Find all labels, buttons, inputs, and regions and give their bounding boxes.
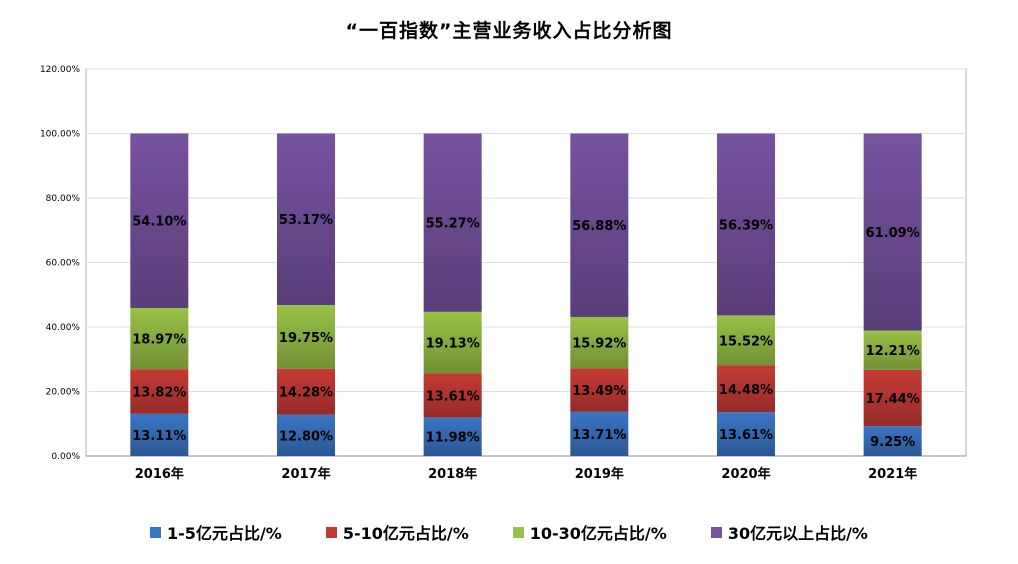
x-tick-label: 2017年 bbox=[281, 466, 330, 482]
y-tick-label: 60.00% bbox=[46, 259, 81, 269]
data-label: 13.49% bbox=[572, 384, 626, 399]
data-label: 19.75% bbox=[279, 331, 333, 346]
bar-shade bbox=[863, 330, 922, 370]
x-tick-label: 2016年 bbox=[135, 466, 184, 482]
legend-label: 10-30亿元占比/% bbox=[529, 524, 667, 543]
bar-shade bbox=[863, 426, 922, 456]
legend-label: 30亿元以上占比/% bbox=[727, 524, 868, 543]
data-label: 17.44% bbox=[866, 392, 920, 407]
data-label: 9.25% bbox=[870, 435, 915, 450]
bar-shade bbox=[570, 316, 629, 369]
x-tick-label: 2020年 bbox=[721, 466, 770, 482]
legend: 1-5亿元占比/% 5-10亿元占比/% 10-30亿元占比/% 30亿元以上占比/% bbox=[0, 520, 1018, 544]
data-label: 13.71% bbox=[572, 428, 626, 443]
legend-swatch bbox=[710, 526, 722, 538]
bar-shade bbox=[717, 133, 775, 316]
x-tick-label: 2021年 bbox=[868, 466, 917, 482]
data-label: 14.48% bbox=[719, 383, 773, 398]
y-tick-label: 120.00% bbox=[40, 65, 80, 75]
data-label: 12.21% bbox=[866, 344, 920, 359]
data-label: 11.98% bbox=[426, 431, 480, 446]
data-label: 61.09% bbox=[866, 226, 920, 241]
legend-swatch bbox=[150, 526, 162, 538]
legend-swatch bbox=[512, 526, 524, 538]
bar-shade bbox=[130, 307, 189, 370]
data-label: 53.17% bbox=[279, 213, 333, 228]
bar-shade bbox=[277, 133, 335, 305]
data-label: 55.27% bbox=[426, 217, 480, 232]
x-tick-label: 2018年 bbox=[428, 466, 477, 482]
bar-shade bbox=[717, 365, 775, 413]
bar-shade bbox=[570, 133, 629, 317]
bar-shade bbox=[277, 304, 335, 369]
legend-label: 1-5亿元占比/% bbox=[167, 524, 282, 543]
bar-shade bbox=[717, 412, 775, 456]
data-label: 54.10% bbox=[132, 215, 186, 230]
legend-item: 30亿元以上占比/% bbox=[710, 520, 868, 544]
bar-shade bbox=[130, 413, 189, 456]
y-tick-label: 40.00% bbox=[46, 323, 81, 333]
data-label: 13.61% bbox=[426, 389, 480, 404]
data-label: 15.52% bbox=[719, 334, 773, 349]
chart-title: “一百指数”主营业务收入占比分析图 bbox=[345, 20, 673, 42]
y-tick-label: 0.00% bbox=[51, 452, 80, 462]
data-label: 56.39% bbox=[719, 218, 773, 233]
bar-shade bbox=[863, 133, 922, 331]
data-label: 13.11% bbox=[132, 429, 186, 444]
data-label: 13.82% bbox=[132, 385, 186, 400]
bar-shade bbox=[717, 315, 775, 366]
bar-shade bbox=[130, 133, 189, 308]
bar-shade bbox=[277, 414, 335, 456]
bar-shade bbox=[570, 411, 629, 456]
bar-shade bbox=[863, 369, 922, 427]
bar-shade bbox=[423, 311, 482, 374]
bar-shade bbox=[423, 373, 482, 418]
y-tick-label: 80.00% bbox=[46, 194, 81, 204]
x-tick-label: 2019年 bbox=[575, 466, 624, 482]
y-tick-label: 100.00% bbox=[40, 130, 80, 140]
legend-item: 10-30亿元占比/% bbox=[512, 520, 667, 544]
data-label: 12.80% bbox=[279, 429, 333, 444]
data-label: 14.28% bbox=[279, 386, 333, 401]
y-tick-label: 20.00% bbox=[46, 388, 81, 398]
bar-shade bbox=[570, 368, 629, 412]
legend-item: 1-5亿元占比/% bbox=[150, 520, 282, 544]
data-label: 56.88% bbox=[572, 219, 626, 234]
data-label: 13.61% bbox=[719, 428, 773, 443]
legend-item: 5-10亿元占比/% bbox=[325, 520, 469, 544]
data-label: 15.92% bbox=[572, 337, 626, 352]
bar-shade bbox=[423, 133, 482, 312]
data-label: 19.13% bbox=[426, 337, 480, 352]
bar-shade bbox=[130, 369, 189, 414]
legend-swatch bbox=[325, 526, 337, 538]
legend-label: 5-10亿元占比/% bbox=[342, 524, 469, 543]
bar-shade bbox=[277, 368, 335, 415]
bar-shade bbox=[423, 417, 482, 456]
data-label: 18.97% bbox=[132, 333, 186, 348]
